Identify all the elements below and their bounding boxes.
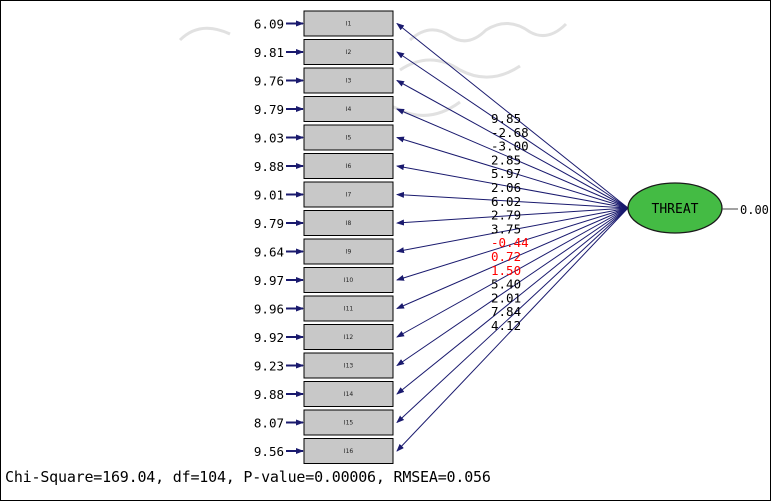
indicator-box [303, 39, 394, 65]
error-variance: 9.01 [254, 188, 284, 203]
indicator-label: I2 [346, 49, 352, 56]
loading-path [396, 207, 629, 452]
error-variance: 9.56 [254, 444, 284, 459]
indicator-box [303, 267, 394, 293]
loading-value: 9.85 [491, 111, 521, 126]
indicator-box [303, 181, 394, 208]
loading-value: 2.79 [491, 208, 521, 223]
loading-value: 5.97 [491, 166, 521, 181]
indicator-box [303, 352, 394, 379]
loading-path [396, 207, 629, 395]
loading-value: 2.01 [491, 290, 521, 305]
indicator-box [303, 438, 394, 464]
error-variance: 9.96 [254, 302, 284, 317]
error-variance: 9.88 [254, 387, 284, 402]
indicator-box [303, 67, 394, 94]
loading-path [396, 108, 629, 209]
loading-value: -2.68 [491, 125, 529, 140]
error-variance: 9.03 [254, 131, 284, 146]
loading-value: 0.72 [491, 249, 521, 264]
error-variance: 9.97 [254, 273, 284, 288]
loading-value: 1.50 [491, 263, 521, 278]
loading-path [396, 207, 629, 226]
error-variance: 9.79 [254, 216, 284, 231]
loading-path [396, 191, 629, 209]
error-variance: 9.64 [254, 245, 284, 260]
indicator-label: I10 [344, 277, 354, 284]
loading-value: 6.02 [491, 194, 521, 209]
error-variance: 9.76 [254, 74, 284, 89]
loading-value: -3.00 [491, 139, 529, 154]
indicator-label: I13 [344, 363, 354, 370]
loading-value: 7.84 [491, 304, 521, 319]
loading-path [396, 207, 629, 367]
error-variance: 9.23 [254, 359, 284, 374]
loading-value: 2.06 [491, 180, 521, 195]
loading-path [396, 51, 629, 209]
indicator-label: I4 [346, 106, 352, 113]
indicator-label: I15 [344, 420, 354, 427]
error-variance: 6.09 [254, 17, 284, 32]
loading-value: 2.85 [491, 152, 521, 167]
indicator-box [303, 10, 394, 37]
latent-label: THREAT [652, 202, 699, 217]
indicator-box [303, 409, 394, 436]
indicator-label: I1 [346, 21, 352, 28]
loading-value: 4.12 [491, 318, 521, 333]
error-variance: 9.88 [254, 159, 284, 174]
indicator-label: I16 [344, 448, 354, 455]
indicator-label: I3 [346, 78, 352, 85]
loading-value: 3.75 [491, 221, 521, 236]
indicator-box [303, 295, 394, 322]
loading-path [396, 207, 629, 281]
loading-value: -0.44 [491, 235, 529, 250]
indicator-label: I9 [346, 249, 352, 256]
loading-path [396, 80, 629, 209]
loading-value: 5.40 [491, 277, 521, 292]
loading-path [396, 22, 629, 209]
error-variance: 9.79 [254, 102, 284, 117]
loading-path [396, 207, 629, 254]
indicator-label: I14 [344, 391, 354, 398]
loading-path [396, 207, 629, 309]
indicator-box [303, 124, 394, 151]
error-variance: 9.92 [254, 330, 284, 345]
loading-path [396, 164, 629, 209]
latent-node-threat [627, 182, 723, 234]
indicator-label: I6 [346, 163, 352, 170]
indicator-box [303, 96, 394, 122]
error-variance: 8.07 [254, 416, 284, 431]
indicator-label: I11 [344, 306, 354, 313]
indicator-box [303, 381, 394, 407]
latent-variance: 0.00 [740, 203, 769, 217]
indicator-box [303, 238, 394, 265]
loading-path [396, 136, 629, 209]
indicator-label: I8 [346, 220, 352, 227]
indicator-box [303, 324, 394, 350]
error-variance: 9.81 [254, 45, 284, 60]
fit-statistics: Chi-Square=169.04, df=104, P-value=0.000… [5, 468, 491, 486]
indicator-box [303, 210, 394, 236]
indicator-label: I5 [346, 135, 352, 142]
loading-path [396, 207, 629, 338]
indicator-box [303, 153, 394, 179]
loading-path [396, 207, 629, 424]
indicator-label: I12 [344, 334, 354, 341]
indicator-label: I7 [346, 192, 352, 199]
